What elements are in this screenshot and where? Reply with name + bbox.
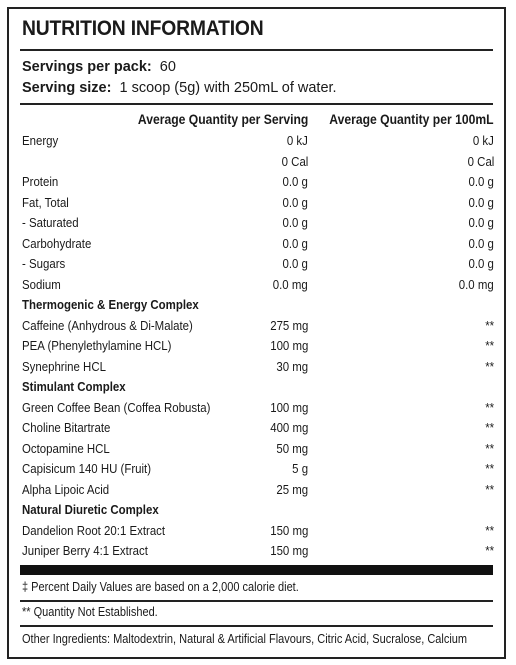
title-divider	[20, 49, 493, 51]
header-divider	[20, 103, 493, 105]
section-title: Stimulant Complex	[22, 379, 126, 394]
table-row: Fat, Total 0.0 g 0.0 g	[22, 192, 494, 213]
section-header-row: Natural Diuretic Complex	[22, 499, 494, 520]
nutrient-name: - Sugars	[22, 256, 66, 271]
ingredients-note: Other Ingredients: Maltodextrin, Natural…	[22, 632, 468, 646]
per-serving-value: 0.0 g	[282, 215, 308, 230]
footnote-divider-1	[20, 600, 493, 602]
per-serving-value: 275 mg	[269, 317, 308, 333]
nutrition-panel: NUTRITION INFORMATION Servings per pack:…	[7, 7, 506, 659]
table-row: 0 Cal 0 Cal	[22, 151, 494, 172]
nutrient-name: Capisicum 140 HU (Fruit)	[22, 461, 152, 476]
table-row: Octopamine HCL 50 mg **	[22, 438, 494, 459]
serving-size: Serving size: 1 scoop (5g) with 250mL of…	[22, 80, 337, 96]
per-serving-value: 0.0 g	[282, 174, 308, 189]
per-serving-value: 0.0 g	[282, 256, 308, 271]
table-row: Carbohydrate 0.0 g 0.0 g	[22, 233, 494, 254]
nutrient-name: Alpha Lipoic Acid	[22, 481, 110, 497]
table-row: Choline Bitartrate 400 mg **	[22, 417, 494, 438]
per-serving-value: 50 mg	[276, 440, 308, 456]
per-serving-value: 0.0 g	[282, 194, 308, 210]
per-serving-value: 150 mg	[269, 522, 308, 538]
table-end-bar	[20, 565, 493, 575]
serving-size-label: Serving size:	[22, 80, 112, 96]
per-serving-value: 5 g	[292, 461, 308, 476]
per-100ml-value: **	[485, 317, 494, 333]
servings-label: Servings per pack:	[22, 59, 152, 75]
column-header-per-100ml: Average Quantity per 100mL	[329, 112, 494, 127]
per-serving-value: 100 mg	[269, 338, 308, 353]
section-title: Thermogenic & Energy Complex	[22, 297, 199, 312]
table-row: - Sugars 0.0 g 0.0 g	[22, 253, 494, 274]
nutrient-name: Juniper Berry 4:1 Extract	[22, 543, 148, 558]
per-100ml-value: 0 Cal	[467, 153, 494, 169]
footnote-divider-2	[20, 625, 493, 627]
per-100ml-value: 0.0 mg	[459, 276, 494, 292]
section-header-row: Stimulant Complex	[22, 376, 494, 397]
per-serving-value: 30 mg	[276, 358, 308, 374]
nutrient-name: Synephrine HCL	[22, 358, 106, 374]
per-100ml-value: 0.0 g	[468, 256, 494, 271]
per-serving-value: 0.0 mg	[273, 276, 308, 292]
servings-value: 60	[159, 59, 176, 75]
nutrition-table: Energy 0 kJ 0 kJ 0 Cal 0 Cal Protein 0.0 g 0.0 …	[22, 130, 494, 561]
per-serving-value: 25 mg	[276, 481, 308, 497]
per-serving-value: 0.0 g	[282, 235, 308, 251]
per-serving-value: 0 Cal	[281, 153, 308, 169]
nutrient-name: Green Coffee Bean (Coffea Robusta)	[22, 399, 211, 415]
serving-size-value: 1 scoop (5g) with 250mL of water.	[119, 80, 337, 96]
section-header-row: Thermogenic & Energy Complex	[22, 294, 494, 315]
per-serving-value: 150 mg	[269, 543, 308, 558]
nutrient-name: Choline Bitartrate	[22, 420, 111, 435]
column-header-per-serving: Average Quantity per Serving	[137, 112, 308, 127]
per-100ml-value: **	[485, 420, 494, 435]
per-100ml-value: 0.0 g	[468, 215, 494, 230]
table-row: Caffeine (Anhydrous & Di-Malate) 275 mg **	[22, 315, 494, 336]
per-100ml-value: **	[485, 399, 494, 415]
nutrient-name: Protein	[22, 174, 59, 189]
table-row: Dandelion Root 20:1 Extract 150 mg **	[22, 520, 494, 541]
nutrient-name: Octopamine HCL	[22, 440, 110, 456]
nutrient-name: Fat, Total	[22, 194, 69, 210]
nutrient-name: Carbohydrate	[22, 235, 92, 251]
per-100ml-value: **	[485, 543, 494, 558]
nutrient-name: Sodium	[22, 276, 61, 292]
table-row: Energy 0 kJ 0 kJ	[22, 130, 494, 151]
per-serving-value: 0 kJ	[287, 133, 308, 148]
nutrient-name: Dandelion Root 20:1 Extract	[22, 522, 166, 538]
nutrient-name: Caffeine (Anhydrous & Di-Malate)	[22, 317, 193, 333]
per-100ml-value: **	[485, 461, 494, 476]
per-100ml-value: **	[485, 358, 494, 374]
table-row: - Saturated 0.0 g 0.0 g	[22, 212, 494, 233]
table-row: Juniper Berry 4:1 Extract 150 mg **	[22, 540, 494, 561]
table-row: Green Coffee Bean (Coffea Robusta) 100 mg…	[22, 397, 494, 418]
per-100ml-value: 0.0 g	[468, 174, 494, 189]
nutrient-name: PEA (Phenylethylamine HCL)	[22, 338, 172, 353]
per-100ml-value: **	[485, 522, 494, 538]
servings-per-pack: Servings per pack: 60	[22, 59, 176, 75]
per-100ml-value: 0.0 g	[468, 235, 494, 251]
per-serving-value: 400 mg	[269, 420, 308, 435]
table-row: Alpha Lipoic Acid 25 mg **	[22, 479, 494, 500]
table-row: Protein 0.0 g 0.0 g	[22, 171, 494, 192]
per-100ml-value: 0 kJ	[473, 133, 494, 148]
table-row: Synephrine HCL 30 mg **	[22, 356, 494, 377]
table-row: Capisicum 140 HU (Fruit) 5 g **	[22, 458, 494, 479]
table-row: Sodium 0.0 mg 0.0 mg	[22, 274, 494, 295]
panel-title: NUTRITION INFORMATION	[22, 17, 264, 40]
nutrient-name: Energy	[22, 133, 59, 148]
not-established-note: ** Quantity Not Established.	[22, 605, 158, 619]
table-row: PEA (Phenylethylamine HCL) 100 mg **	[22, 335, 494, 356]
daily-values-note: ‡ Percent Daily Values are based on a 2,…	[22, 580, 299, 594]
per-100ml-value: **	[485, 338, 494, 353]
per-serving-value: 100 mg	[269, 399, 308, 415]
per-100ml-value: **	[485, 481, 494, 497]
per-100ml-value: **	[485, 440, 494, 456]
per-100ml-value: 0.0 g	[468, 194, 494, 210]
section-title: Natural Diuretic Complex	[22, 502, 159, 517]
nutrient-name: - Saturated	[22, 215, 79, 230]
